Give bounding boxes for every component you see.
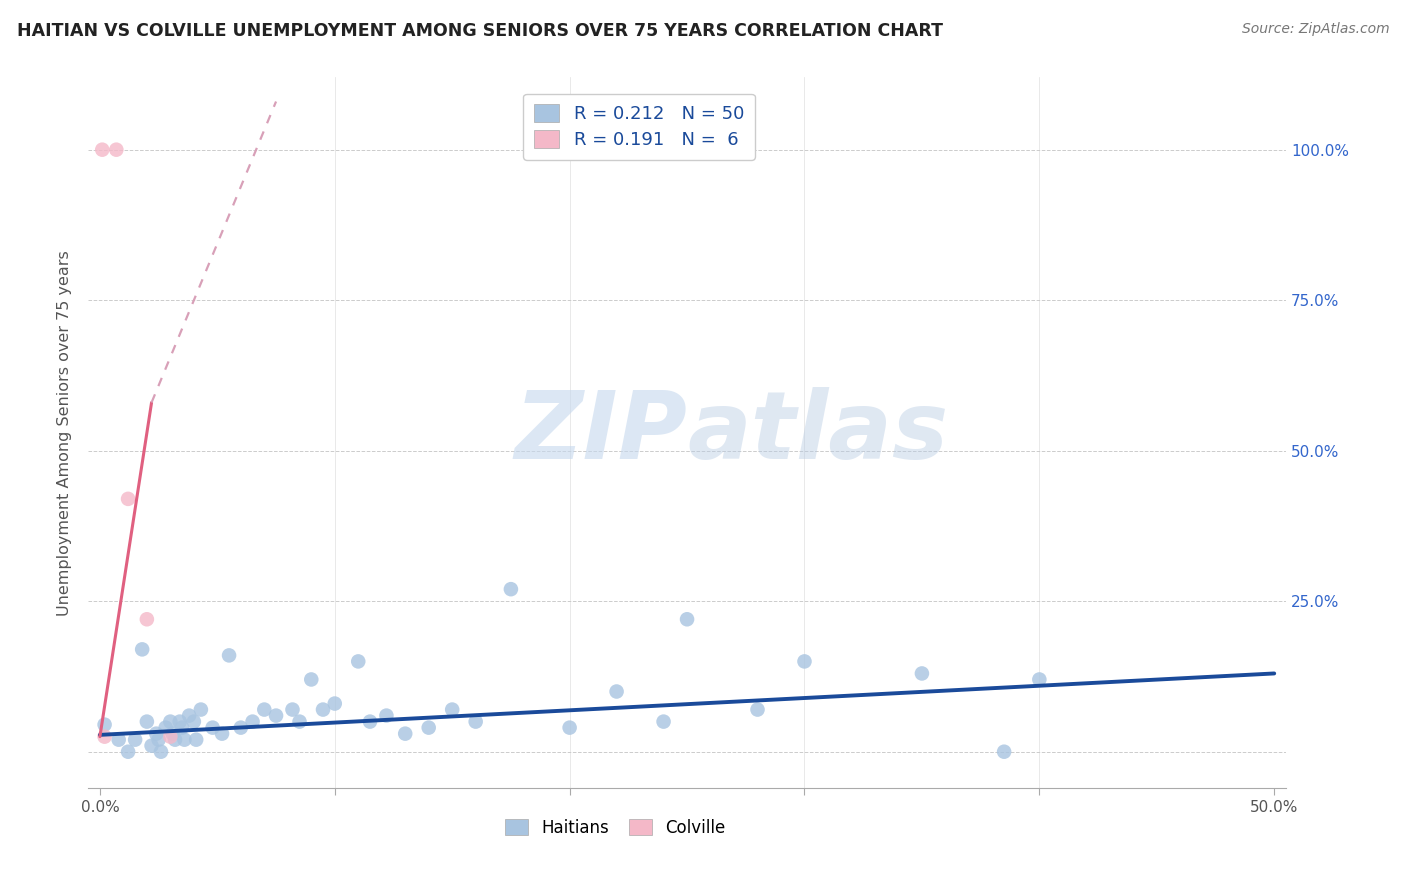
Point <box>606 684 628 698</box>
Point <box>281 702 304 716</box>
Point <box>418 721 440 735</box>
Point <box>124 732 146 747</box>
Point <box>131 642 153 657</box>
Point <box>441 702 464 716</box>
Point <box>264 708 287 723</box>
Point <box>499 582 522 597</box>
Point <box>141 739 163 753</box>
Point <box>911 666 934 681</box>
Point <box>211 726 233 740</box>
Text: ZIP: ZIP <box>515 386 688 479</box>
Point <box>747 702 769 716</box>
Point <box>186 732 208 747</box>
Point <box>242 714 264 729</box>
Text: atlas: atlas <box>688 386 948 479</box>
Point <box>169 714 191 729</box>
Point <box>159 730 181 744</box>
Point <box>253 702 276 716</box>
Point <box>299 673 322 687</box>
Point <box>149 745 172 759</box>
Point <box>105 143 128 157</box>
Point <box>183 714 205 729</box>
Legend: Haitians, Colville: Haitians, Colville <box>498 812 733 844</box>
Point <box>359 714 381 729</box>
Text: Source: ZipAtlas.com: Source: ZipAtlas.com <box>1241 22 1389 37</box>
Point <box>93 730 115 744</box>
Point <box>162 726 184 740</box>
Point <box>165 732 187 747</box>
Point <box>312 702 335 716</box>
Point <box>117 745 139 759</box>
Point <box>201 721 224 735</box>
Point <box>148 732 170 747</box>
Point <box>172 721 194 735</box>
Y-axis label: Unemployment Among Seniors over 75 years: Unemployment Among Seniors over 75 years <box>58 250 72 615</box>
Point <box>993 745 1015 759</box>
Point <box>93 717 115 731</box>
Point <box>159 714 181 729</box>
Point <box>558 721 581 735</box>
Point <box>155 721 177 735</box>
Point <box>135 714 157 729</box>
Point <box>91 143 114 157</box>
Point <box>347 654 370 668</box>
Point <box>323 697 346 711</box>
Point <box>229 721 252 735</box>
Point <box>135 612 157 626</box>
Point <box>652 714 675 729</box>
Point <box>117 491 139 506</box>
Point <box>464 714 486 729</box>
Point <box>676 612 699 626</box>
Point <box>218 648 240 663</box>
Point <box>190 702 212 716</box>
Point <box>145 726 167 740</box>
Point <box>375 708 398 723</box>
Point <box>288 714 311 729</box>
Point <box>394 726 416 740</box>
Point <box>1028 673 1050 687</box>
Point <box>107 732 129 747</box>
Point <box>179 708 201 723</box>
Point <box>173 732 195 747</box>
Text: HAITIAN VS COLVILLE UNEMPLOYMENT AMONG SENIORS OVER 75 YEARS CORRELATION CHART: HAITIAN VS COLVILLE UNEMPLOYMENT AMONG S… <box>17 22 943 40</box>
Point <box>793 654 815 668</box>
